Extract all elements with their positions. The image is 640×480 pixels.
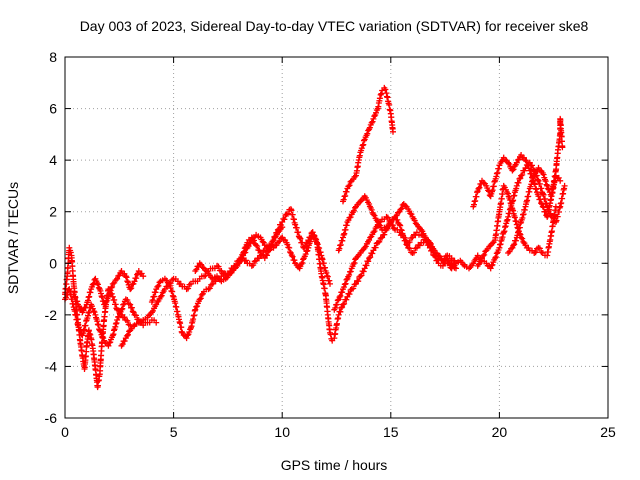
series-trace-n (505, 115, 566, 256)
data-points (444, 159, 568, 272)
series-trace-g (279, 201, 451, 344)
y-tick-label: 2 (49, 204, 57, 220)
data-points (474, 182, 559, 269)
data-points (340, 84, 396, 205)
series-trace-m (474, 182, 559, 269)
data-points (505, 115, 566, 256)
x-axis-title: GPS time / hours (281, 457, 388, 473)
data-points (118, 224, 286, 349)
x-tick-label: 0 (61, 424, 69, 440)
x-tick-label: 5 (170, 424, 178, 440)
data-points (192, 206, 333, 287)
series-trace-f (192, 206, 333, 287)
data-points (70, 268, 147, 316)
axis-layer: 0 5 10 15 20 25 -6 -4 -2 0 2 4 6 8 (45, 49, 616, 440)
plot-frame (64, 56, 609, 419)
chart-title: Day 003 of 2023, Sidereal Day-to-day VTE… (80, 18, 589, 34)
series-trace-k (444, 159, 568, 272)
y-axis-title: SDTVAR / TECUs (5, 182, 21, 294)
y-tick-label: 0 (49, 255, 57, 271)
data-points (148, 234, 286, 342)
data-layer (62, 84, 568, 391)
data-points (335, 193, 459, 272)
series-trace-c (70, 268, 147, 316)
series-trace-j (335, 193, 459, 272)
x-tick-label: 15 (383, 424, 399, 440)
y-tick-label: -4 (45, 358, 58, 374)
x-tick-label: 25 (600, 424, 616, 440)
grid-layer (65, 57, 608, 418)
x-tick-label: 20 (492, 424, 508, 440)
series-trace-d (118, 224, 286, 349)
y-tick-label: -6 (45, 410, 58, 426)
y-tick-label: -2 (45, 307, 58, 323)
y-tick-label: 6 (49, 101, 57, 117)
series-trace-e (148, 234, 286, 342)
series-trace-i (340, 84, 396, 205)
data-points (279, 201, 451, 344)
y-tick-label: 4 (49, 152, 57, 168)
y-tick-label: 8 (49, 49, 57, 65)
x-tick-label: 10 (274, 424, 290, 440)
